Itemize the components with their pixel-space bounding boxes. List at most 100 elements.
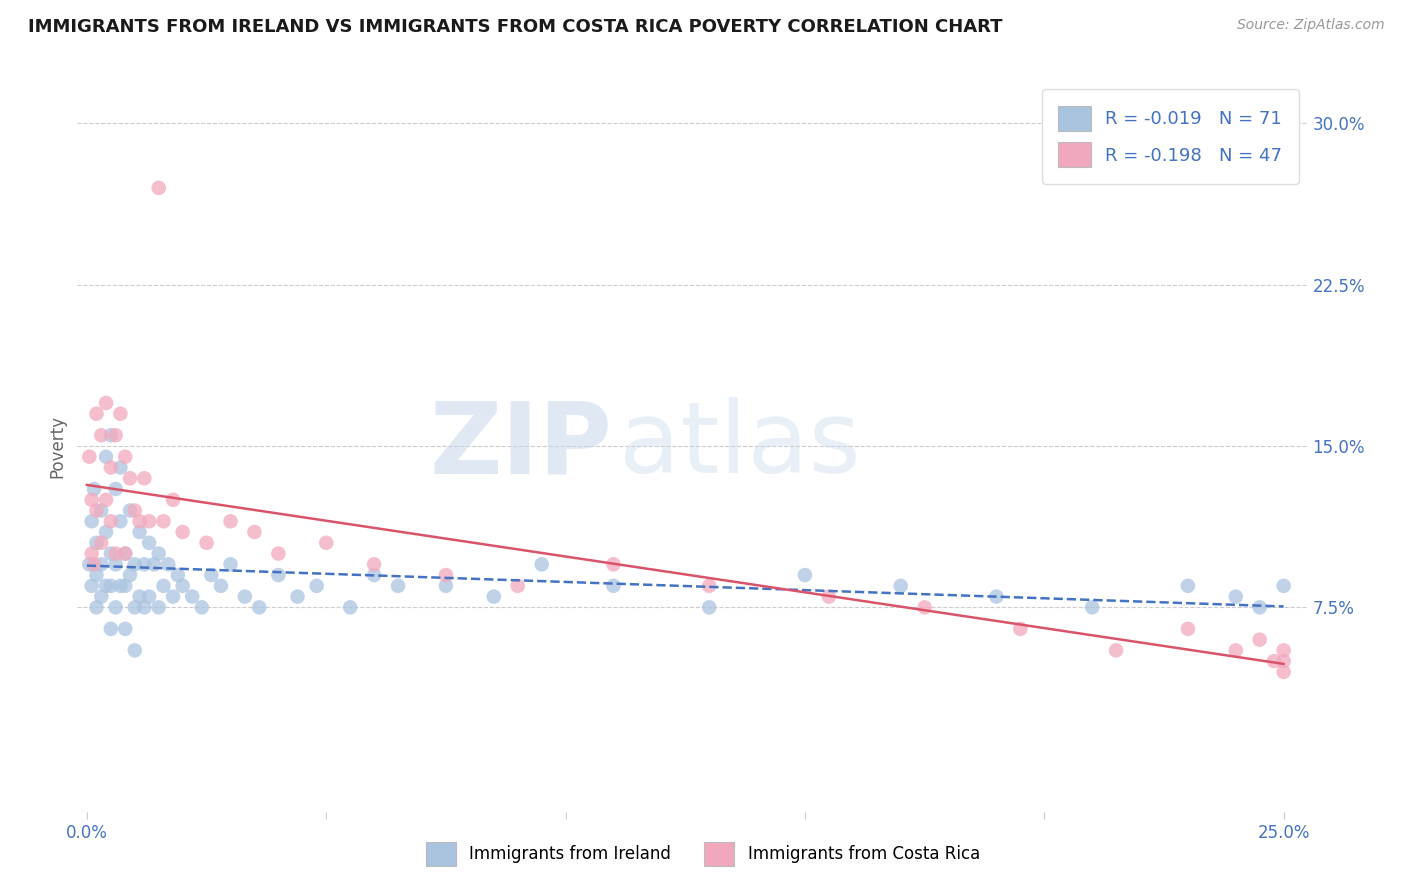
Point xyxy=(1263,654,1285,668)
Point xyxy=(86,503,108,517)
Point xyxy=(148,181,170,195)
Point xyxy=(267,547,290,561)
Point xyxy=(1249,600,1271,615)
Point xyxy=(124,503,146,517)
Point xyxy=(602,558,624,572)
Point xyxy=(114,622,136,636)
Point xyxy=(134,471,156,485)
Point xyxy=(434,579,457,593)
Point xyxy=(219,514,242,528)
Point xyxy=(118,503,141,517)
Point xyxy=(94,396,117,410)
Point xyxy=(890,579,912,593)
Point xyxy=(794,568,817,582)
Point xyxy=(80,514,103,528)
Point xyxy=(79,450,101,464)
Text: ZIP: ZIP xyxy=(430,398,613,494)
Point xyxy=(1272,579,1295,593)
Point xyxy=(339,600,361,615)
Point xyxy=(434,568,457,582)
Point xyxy=(94,450,117,464)
Point xyxy=(83,482,105,496)
Point xyxy=(124,643,146,657)
Legend: R = -0.019   N = 71, R = -0.198   N = 47: R = -0.019 N = 71, R = -0.198 N = 47 xyxy=(1042,89,1299,184)
Point xyxy=(134,558,156,572)
Point xyxy=(104,600,127,615)
Point xyxy=(162,590,184,604)
Point xyxy=(172,579,194,593)
Text: atlas: atlas xyxy=(619,398,860,494)
Point xyxy=(104,482,127,496)
Point xyxy=(506,579,529,593)
Point xyxy=(100,428,122,442)
Point xyxy=(148,547,170,561)
Point xyxy=(818,590,841,604)
Point xyxy=(104,558,127,572)
Point xyxy=(305,579,328,593)
Point xyxy=(94,524,117,539)
Point xyxy=(1081,600,1104,615)
Point xyxy=(138,590,160,604)
Point xyxy=(138,536,160,550)
Point xyxy=(530,558,553,572)
Point xyxy=(79,558,101,572)
Point xyxy=(128,524,150,539)
Point xyxy=(104,547,127,561)
Point xyxy=(148,600,170,615)
Point xyxy=(110,407,132,421)
Point xyxy=(94,492,117,507)
Point xyxy=(110,579,132,593)
Point xyxy=(243,524,266,539)
Point xyxy=(387,579,409,593)
Point xyxy=(86,568,108,582)
Point xyxy=(482,590,505,604)
Point xyxy=(247,600,270,615)
Point xyxy=(110,514,132,528)
Point xyxy=(162,492,184,507)
Point xyxy=(124,558,146,572)
Legend: Immigrants from Ireland, Immigrants from Costa Rica: Immigrants from Ireland, Immigrants from… xyxy=(412,829,994,880)
Point xyxy=(1249,632,1271,647)
Point xyxy=(110,460,132,475)
Text: Source: ZipAtlas.com: Source: ZipAtlas.com xyxy=(1237,18,1385,32)
Point xyxy=(90,536,112,550)
Point xyxy=(1177,622,1199,636)
Point xyxy=(233,590,256,604)
Point xyxy=(138,514,160,528)
Point xyxy=(128,514,150,528)
Point xyxy=(986,590,1008,604)
Point xyxy=(86,407,108,421)
Point xyxy=(1225,590,1247,604)
Point xyxy=(200,568,222,582)
Point xyxy=(100,622,122,636)
Point xyxy=(157,558,180,572)
Point xyxy=(128,590,150,604)
Y-axis label: Poverty: Poverty xyxy=(48,415,66,477)
Point xyxy=(1177,579,1199,593)
Point xyxy=(1105,643,1128,657)
Point xyxy=(83,558,105,572)
Point xyxy=(104,428,127,442)
Point xyxy=(191,600,214,615)
Point xyxy=(134,600,156,615)
Point xyxy=(118,568,141,582)
Point xyxy=(100,579,122,593)
Point xyxy=(287,590,309,604)
Point xyxy=(697,579,720,593)
Point xyxy=(142,558,165,572)
Point xyxy=(209,579,232,593)
Text: IMMIGRANTS FROM IRELAND VS IMMIGRANTS FROM COSTA RICA POVERTY CORRELATION CHART: IMMIGRANTS FROM IRELAND VS IMMIGRANTS FR… xyxy=(28,18,1002,36)
Point xyxy=(1272,643,1295,657)
Point xyxy=(114,547,136,561)
Point xyxy=(697,600,720,615)
Point xyxy=(90,428,112,442)
Point xyxy=(363,558,385,572)
Point xyxy=(219,558,242,572)
Point xyxy=(267,568,290,582)
Point xyxy=(90,590,112,604)
Point xyxy=(181,590,204,604)
Point xyxy=(195,536,218,550)
Point xyxy=(152,579,174,593)
Point xyxy=(124,600,146,615)
Point xyxy=(86,600,108,615)
